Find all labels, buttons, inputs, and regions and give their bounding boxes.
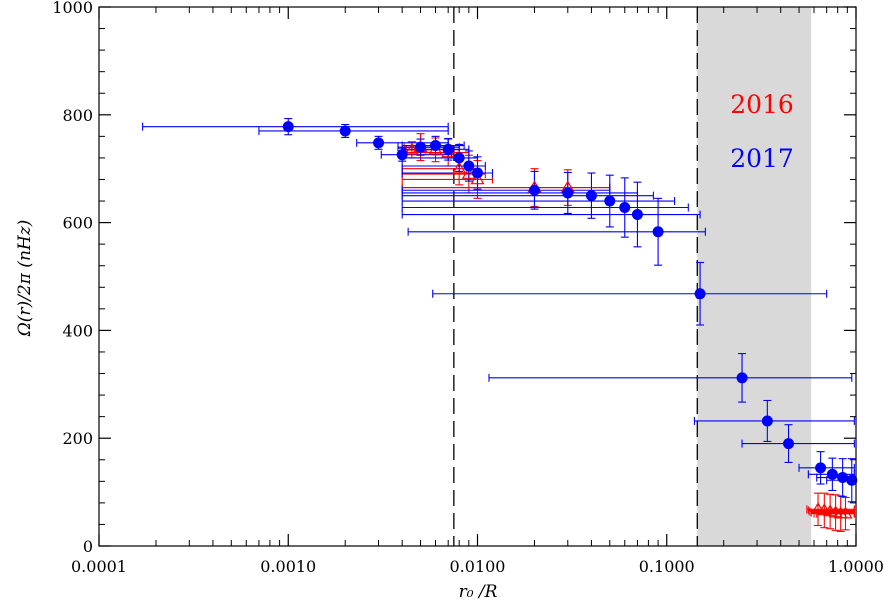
y-tick-label: 800: [62, 106, 93, 125]
data-point-2017: [815, 462, 827, 474]
data-point-2016: [404, 142, 419, 155]
x-tick-label: 0.0001: [71, 557, 127, 576]
y-tick-label: 200: [62, 429, 93, 448]
data-point-2017: [562, 187, 574, 199]
x-axis-label: r₀ /R: [459, 582, 498, 602]
data-point-2017: [373, 137, 385, 149]
y-tick-label: 600: [62, 214, 93, 233]
data-point-2017: [694, 288, 706, 300]
shaded-region-layer: [697, 7, 812, 546]
markers-layer: [282, 121, 858, 519]
data-point-2017: [453, 152, 465, 164]
x-tick-label: 0.0100: [450, 557, 506, 576]
x-tick-label: 0.0010: [260, 557, 316, 576]
data-point-2017: [604, 195, 616, 207]
reference-lines-layer: [453, 7, 698, 546]
data-point-2016: [470, 172, 485, 185]
data-point-2017: [585, 190, 597, 202]
data-point-2017: [472, 167, 483, 179]
data-point-2016: [810, 502, 826, 515]
y-axis-label: Ω(r)/2π (nHz): [15, 220, 35, 338]
tick-labels-layer: 0.0001 0.0010 0.0100 0.1000 1.0000 0 200 400 600…: [52, 0, 884, 576]
data-point-2017: [463, 160, 475, 172]
data-point-2017: [396, 149, 408, 161]
data-point-2017: [415, 141, 427, 153]
data-point-2017: [619, 202, 631, 214]
data-point-2017: [736, 372, 748, 384]
legend-label-2016: 2016: [730, 90, 794, 119]
data-point-2017: [846, 474, 858, 486]
x-tick-label: 0.1000: [639, 557, 695, 576]
data-point-2017: [761, 415, 773, 427]
y-tick-label: 0: [83, 537, 93, 556]
data-point-2017: [442, 143, 454, 155]
data-point-2017: [430, 140, 442, 152]
data-point-2017: [282, 121, 294, 133]
data-point-2017: [631, 209, 643, 221]
axis-ticks-layer: [98, 6, 857, 547]
data-point-2017: [826, 468, 838, 480]
data-point-2017: [837, 472, 849, 484]
y-tick-label: 400: [62, 321, 93, 340]
data-point-2016: [838, 506, 853, 519]
data-point-2017: [339, 125, 351, 137]
data-point-2016: [461, 166, 476, 179]
data-point-2016: [452, 161, 467, 174]
x-tick-label: 1.0000: [828, 557, 884, 576]
legend-label-2017: 2017: [730, 144, 794, 173]
data-point-2017: [528, 184, 540, 196]
data-point-2017: [783, 438, 795, 450]
data-point-2017: [652, 226, 664, 238]
shaded-region: [697, 7, 812, 546]
y-tick-label: 1000: [52, 0, 93, 17]
